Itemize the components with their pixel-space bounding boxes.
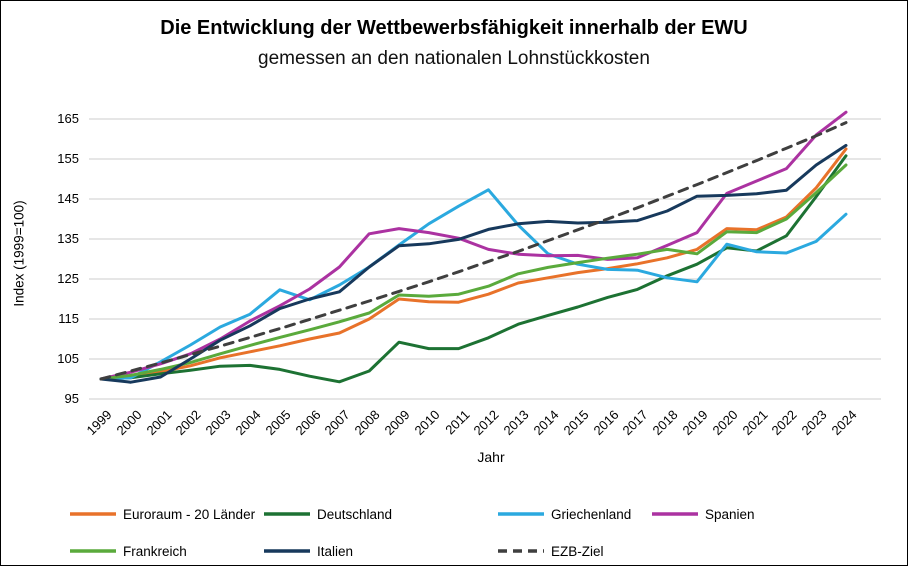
series-line-griechenland [99,188,848,381]
y-axis-title: Index (1999=100) [11,200,27,307]
legend-item-spanien: Spanien [651,505,755,523]
y-tick-label: 145 [57,191,79,206]
legend-item-deutschland: Deutschland [263,505,392,523]
legend-swatch [498,549,544,553]
series-line-spanien [99,110,848,381]
legend-swatch [70,512,116,516]
y-tick-label: 135 [57,231,79,246]
y-tick-label: 165 [57,111,79,126]
legend-item-frankreich: Frankreich [69,542,187,560]
legend-swatch [264,512,310,516]
y-tick-label: 155 [57,151,79,166]
y-tick-label: 125 [57,271,79,286]
y-tick-label: 105 [57,351,79,366]
legend-item-italien: Italien [263,542,353,560]
legend-swatch [70,549,116,553]
legend-label: Italien [317,543,354,559]
legend-item-euroraum-20-l-nder: Euroraum - 20 Länder [69,505,255,523]
series-line-ezb-ziel [99,121,848,381]
series-line-euroraum-20-l-nder [99,147,848,381]
legend-item-griechenland: Griechenland [497,505,631,523]
chart-title: Die Entwicklung der Wettbewerbsfähigkeit… [160,17,748,39]
y-tick-label: 115 [58,311,79,326]
legend-swatch [652,512,698,516]
legend-label: Spanien [705,506,755,522]
legend-label: Frankreich [123,543,187,559]
legend-label: Deutschland [317,506,393,522]
x-axis-title: Jahr [477,449,505,465]
legend-label: Griechenland [551,506,632,522]
y-tick-label: 95 [64,391,79,406]
chart-subtitle: gemessen an den nationalen Lohnstückkost… [258,48,650,69]
legend-swatch [498,512,544,516]
legend-swatch [264,549,310,553]
legend-label: Euroraum - 20 Länder [123,506,256,522]
legend-item-ezb-ziel: EZB-Ziel [497,542,604,560]
series-line-italien [99,143,848,384]
series-line-frankreich [99,163,848,381]
legend-label: EZB-Ziel [551,543,604,559]
